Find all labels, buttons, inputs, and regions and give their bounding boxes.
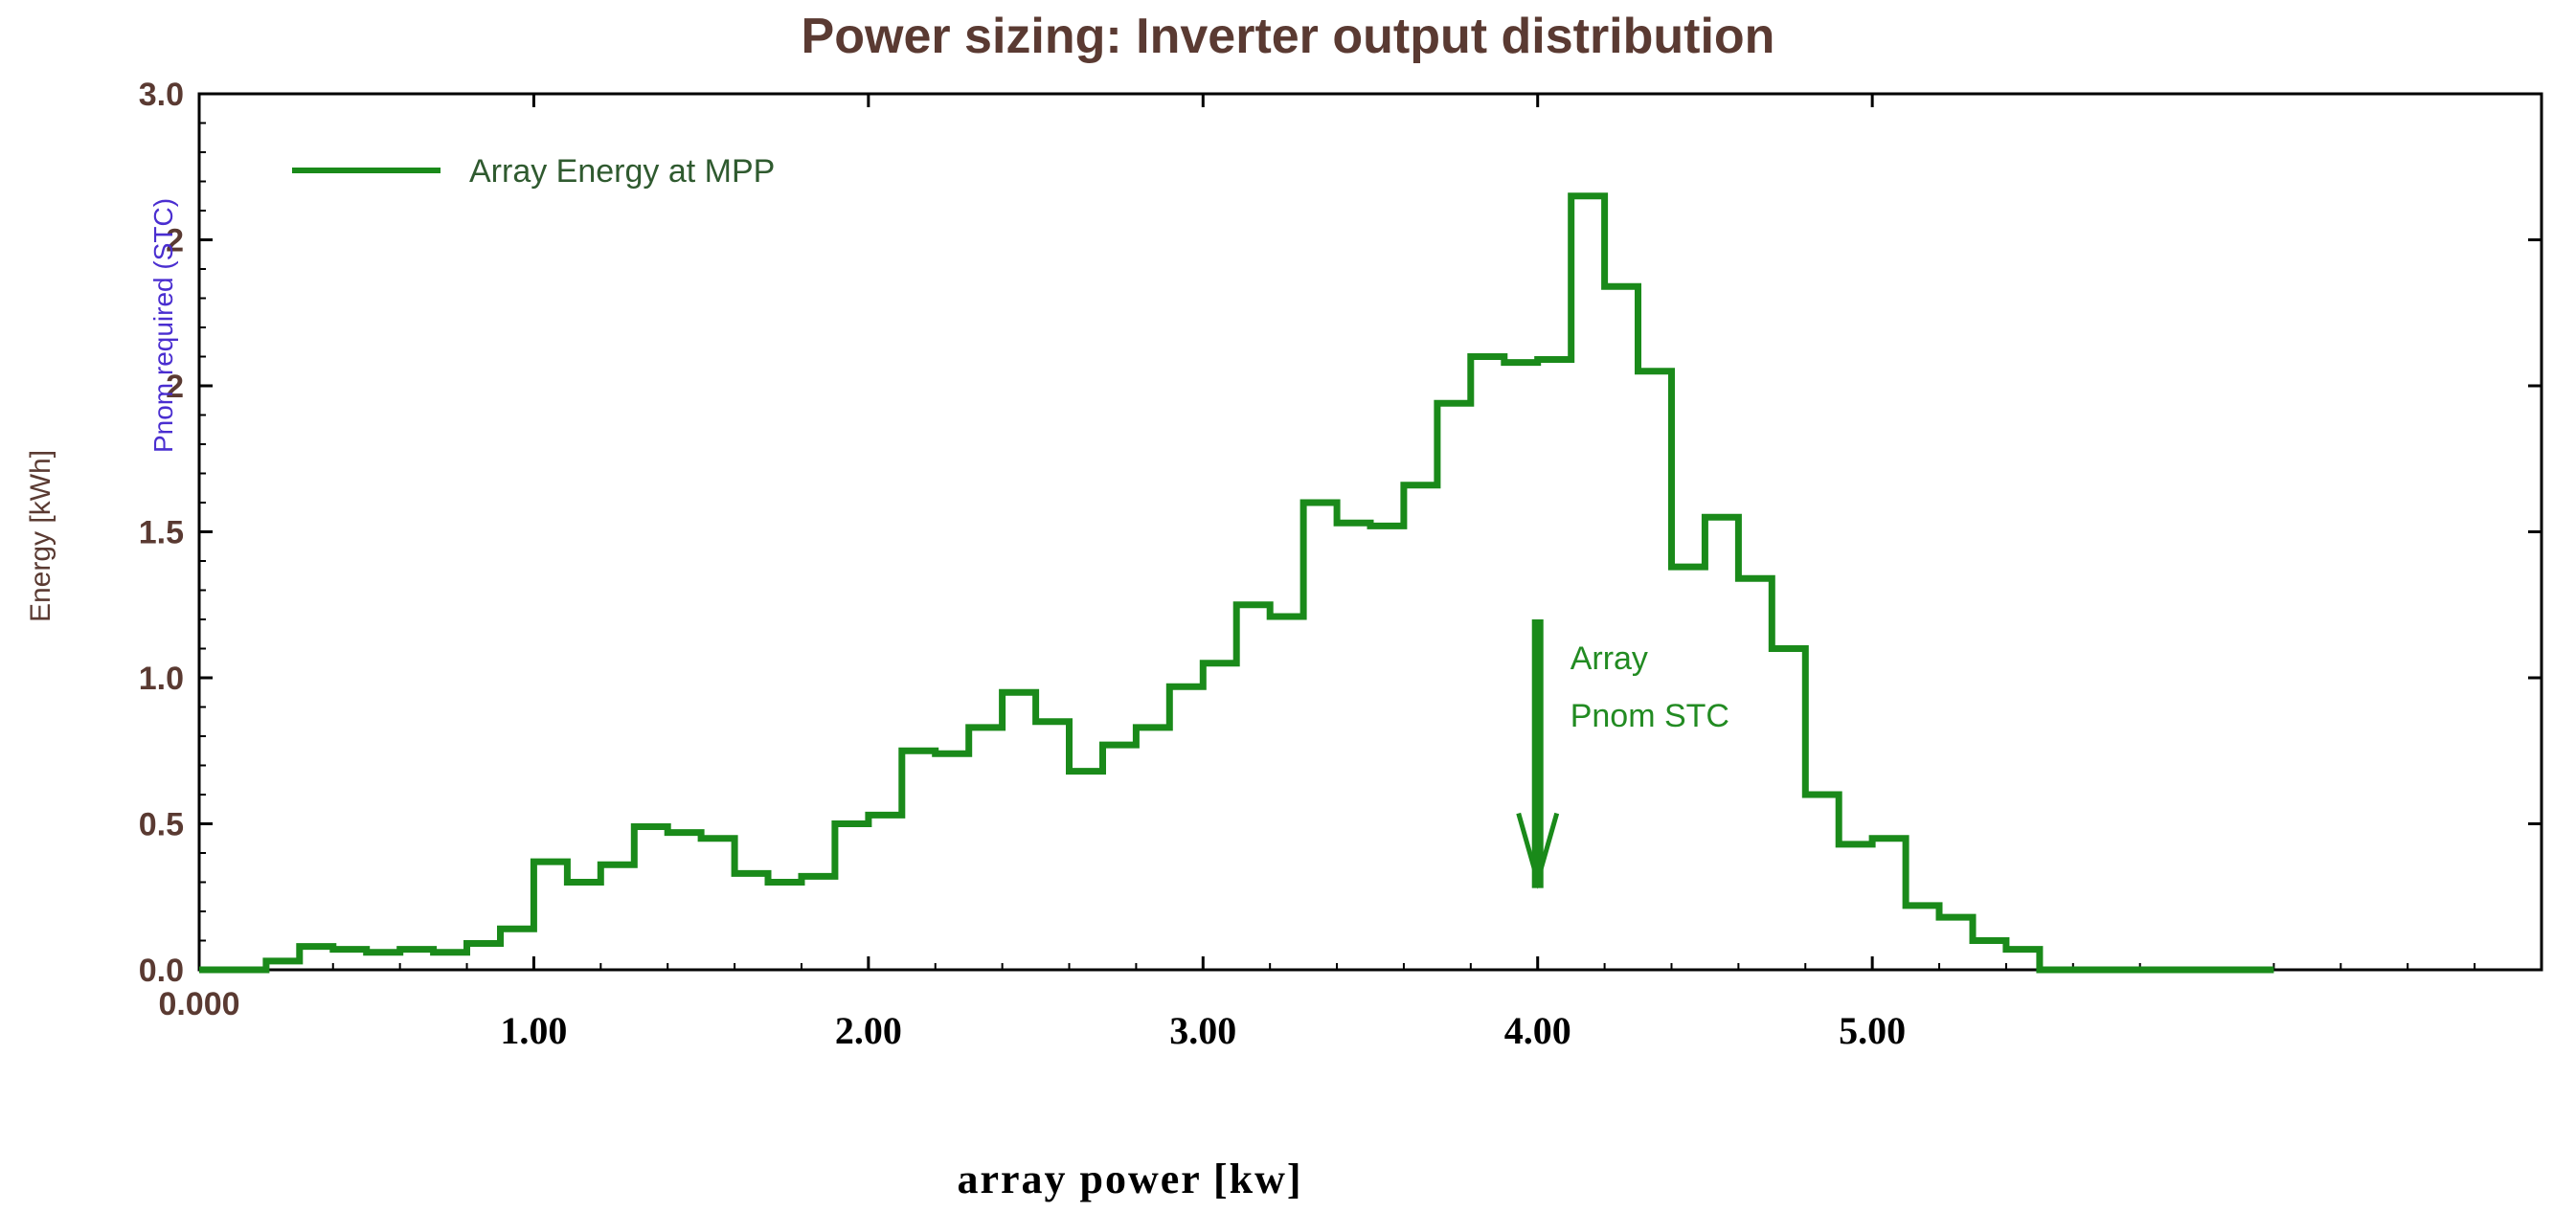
x-axis-ticks: 0.000 1.00 2.00 3.00 4.00 5.00 bbox=[158, 94, 2476, 1052]
plot-frame bbox=[197, 92, 2543, 972]
annotation-arrowhead bbox=[1516, 812, 1560, 889]
series-line-array-energy bbox=[199, 192, 2274, 974]
y-axis-secondary-label: Pnom required (STC) bbox=[148, 198, 178, 453]
legend-label-array-energy: Array Energy at MPP bbox=[469, 153, 775, 190]
x-tick-label: 1.00 bbox=[500, 1009, 567, 1052]
y-tick-label: 1.0 bbox=[139, 661, 184, 697]
x-tick-label: 2.00 bbox=[835, 1009, 902, 1052]
chart-title: Power sizing: Inverter output distributi… bbox=[802, 9, 1775, 64]
y-tick-label: 2 bbox=[166, 223, 184, 259]
x-axis-label: array power [kw] bbox=[957, 1156, 1302, 1202]
annotation-array-pnom-stc: Array Pnom STC bbox=[1516, 619, 1729, 889]
x-tick-label: 5.00 bbox=[1839, 1009, 1906, 1052]
y-tick-label: 3.0 bbox=[139, 77, 184, 113]
y-axis-ticks: 0.0 0.5 1.0 1.5 2 2 3.0 bbox=[139, 77, 2542, 989]
x-tick-label: 0.000 bbox=[158, 986, 239, 1022]
y-axis-label: Energy [kWh] bbox=[25, 450, 56, 622]
y-tick-label: 0.5 bbox=[139, 807, 184, 843]
y-tick-label: 0.0 bbox=[139, 953, 184, 989]
y-tick-label: 1.5 bbox=[139, 515, 184, 551]
x-tick-label: 4.00 bbox=[1504, 1009, 1571, 1052]
legend: Array Energy at MPP bbox=[292, 153, 775, 190]
annotation-text-line-1: Array bbox=[1570, 640, 1648, 677]
y-tick-label: 2 bbox=[166, 369, 184, 405]
annotation-text-line-2: Pnom STC bbox=[1570, 698, 1729, 734]
x-tick-label: 3.00 bbox=[1169, 1009, 1236, 1052]
